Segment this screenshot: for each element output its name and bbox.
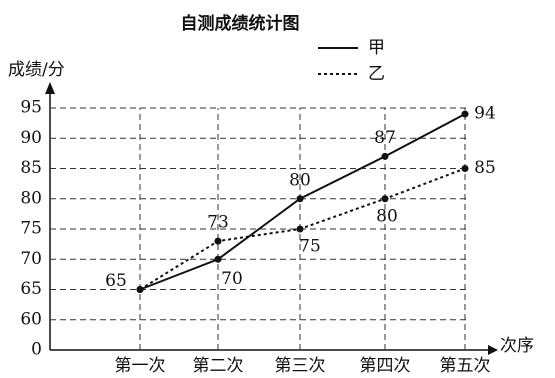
chart-title: 自测成绩统计图 — [181, 13, 300, 34]
data-label: 87 — [374, 128, 396, 148]
point — [381, 195, 389, 203]
legend-label: 甲 — [368, 38, 385, 58]
y-arrow — [45, 82, 55, 94]
data-label: 70 — [221, 269, 243, 289]
point — [381, 152, 389, 160]
y-axis-label: 成绩/分 — [8, 60, 65, 80]
x-tick-label: 第四次 — [360, 356, 411, 376]
legend-label: 乙 — [368, 64, 385, 84]
y-tick-label: 90 — [20, 128, 42, 148]
x-tick-label: 第一次 — [115, 356, 166, 376]
y-tick-label: 85 — [20, 158, 42, 178]
y-tick-label: 80 — [20, 188, 42, 208]
y-tick-label: 70 — [20, 249, 42, 269]
y-tick-label: 75 — [20, 219, 42, 239]
y-tick-label: 65 — [20, 279, 42, 299]
y-tick-label: 60 — [20, 309, 42, 329]
data-label: 65 — [105, 271, 127, 291]
point — [296, 195, 304, 203]
x-tick-label: 第五次 — [440, 356, 491, 376]
data-label: 73 — [207, 213, 229, 233]
point — [461, 110, 469, 118]
x-arrow — [488, 345, 498, 355]
data-label: 80 — [376, 206, 398, 226]
x-tick-label: 第三次 — [275, 356, 326, 376]
x-tick-label: 第二次 — [193, 356, 244, 376]
point — [136, 286, 144, 293]
y-tick-label: 0 — [31, 340, 42, 360]
data-label: 85 — [474, 158, 496, 178]
point — [214, 237, 222, 245]
data-label: 75 — [299, 237, 321, 257]
data-label: 80 — [289, 170, 311, 190]
y-tick-label: 95 — [20, 98, 42, 118]
point — [461, 165, 469, 172]
data-label: 94 — [474, 104, 496, 124]
x-axis-label: 次序 — [500, 336, 534, 356]
series-line — [139, 113, 466, 291]
point — [296, 225, 304, 233]
point — [214, 255, 222, 263]
